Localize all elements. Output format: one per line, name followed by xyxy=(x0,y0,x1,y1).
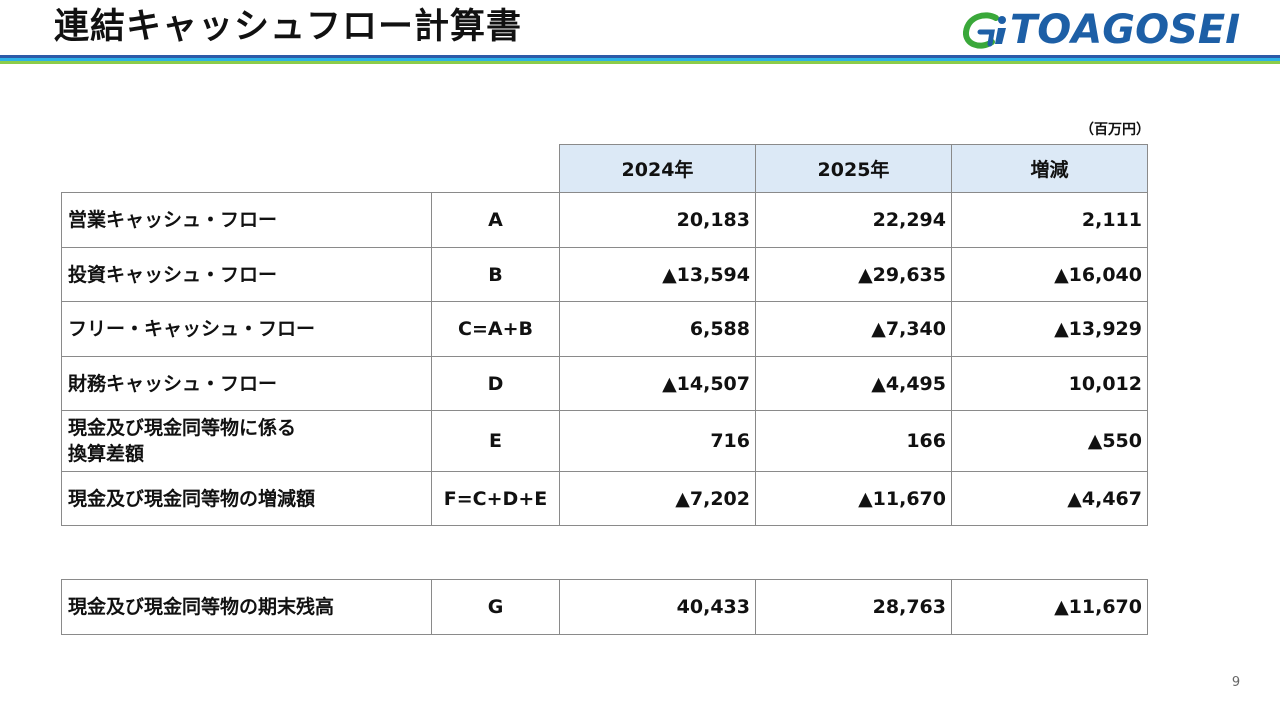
title-rule-blue xyxy=(0,55,1280,58)
page-title: 連結キャッシュフロー計算書 xyxy=(54,7,523,47)
value-2025: ▲7,340 xyxy=(755,301,952,357)
value-2024: 20,183 xyxy=(559,192,756,248)
row-label-line: 現金及び現金同等物に係る xyxy=(68,417,297,439)
column-header-2025: 2025年 xyxy=(755,144,952,193)
row-label: 財務キャッシュ・フロー xyxy=(61,356,432,411)
value-2025: ▲29,635 xyxy=(755,247,952,302)
row-label: 現金及び現金同等物の増減額 xyxy=(61,471,432,526)
row-code: B xyxy=(431,247,560,302)
value-2025: 166 xyxy=(755,410,952,472)
value-2024: 716 xyxy=(559,410,756,472)
row-label-line: 換算差額 xyxy=(68,443,145,465)
row-label: 投資キャッシュ・フロー xyxy=(61,247,432,302)
table-row-ending-balance: 現金及び現金同等物の期末残高 G 40,433 28,763 ▲11,670 xyxy=(61,579,1148,635)
table-header-row: 2024年 2025年 増減 xyxy=(62,144,1148,193)
value-change: ▲550 xyxy=(951,410,1148,472)
table-row-operating-cf: 営業キャッシュ・フロー A 20,183 22,294 2,111 xyxy=(61,192,1148,248)
header-blank-cell xyxy=(432,145,560,193)
column-header-change: 増減 xyxy=(951,144,1148,193)
unit-label: （百万円） xyxy=(1080,122,1150,138)
value-2024: ▲14,507 xyxy=(559,356,756,411)
header-blank-cell xyxy=(62,145,432,193)
value-change: 10,012 xyxy=(951,356,1148,411)
value-2024: ▲13,594 xyxy=(559,247,756,302)
row-code: F=C+D+E xyxy=(431,471,560,526)
row-label: フリー・キャッシュ・フロー xyxy=(61,301,432,357)
value-2025: 28,763 xyxy=(755,579,952,635)
column-header-2024: 2024年 xyxy=(559,144,756,193)
value-2025: 22,294 xyxy=(755,192,952,248)
logo-wordmark: TOAGOSEI xyxy=(1010,7,1241,53)
value-2025: ▲4,495 xyxy=(755,356,952,411)
ending-balance-table: 現金及び現金同等物の期末残高 G 40,433 28,763 ▲11,670 xyxy=(61,579,1148,635)
cash-flow-table: 2024年 2025年 増減 営業キャッシュ・フロー A 20,183 22,2… xyxy=(61,144,1148,526)
row-code: G xyxy=(431,579,560,635)
title-rule-cyan xyxy=(0,58,1280,61)
table-row-fx-effect: 現金及び現金同等物に係る 換算差額 E 716 166 ▲550 xyxy=(61,410,1148,472)
row-label: 営業キャッシュ・フロー xyxy=(61,192,432,248)
toagosei-logo: TOAGOSEI xyxy=(962,8,1274,52)
value-change: ▲11,670 xyxy=(951,579,1148,635)
value-change: ▲13,929 xyxy=(951,301,1148,357)
table-row-investing-cf: 投資キャッシュ・フロー B ▲13,594 ▲29,635 ▲16,040 xyxy=(61,247,1148,302)
page-number: 9 xyxy=(1231,675,1241,690)
row-label: 現金及び現金同等物に係る 換算差額 xyxy=(61,410,432,472)
value-2024: 6,588 xyxy=(559,301,756,357)
table-row-financing-cf: 財務キャッシュ・フロー D ▲14,507 ▲4,495 10,012 xyxy=(61,356,1148,411)
title-rule-green xyxy=(0,61,1280,64)
row-code: E xyxy=(431,410,560,472)
value-change: ▲16,040 xyxy=(951,247,1148,302)
row-label: 現金及び現金同等物の期末残高 xyxy=(61,579,432,635)
value-2024: 40,433 xyxy=(559,579,756,635)
value-2025: ▲11,670 xyxy=(755,471,952,526)
table-row-net-change: 現金及び現金同等物の増減額 F=C+D+E ▲7,202 ▲11,670 ▲4,… xyxy=(61,471,1148,526)
value-2024: ▲7,202 xyxy=(559,471,756,526)
table-row-free-cf: フリー・キャッシュ・フロー C=A+B 6,588 ▲7,340 ▲13,929 xyxy=(61,301,1148,357)
row-code: C=A+B xyxy=(431,301,560,357)
toagosei-logo-mark-icon xyxy=(963,12,1006,49)
value-change: ▲4,467 xyxy=(951,471,1148,526)
value-change: 2,111 xyxy=(951,192,1148,248)
row-code: A xyxy=(431,192,560,248)
row-code: D xyxy=(431,356,560,411)
